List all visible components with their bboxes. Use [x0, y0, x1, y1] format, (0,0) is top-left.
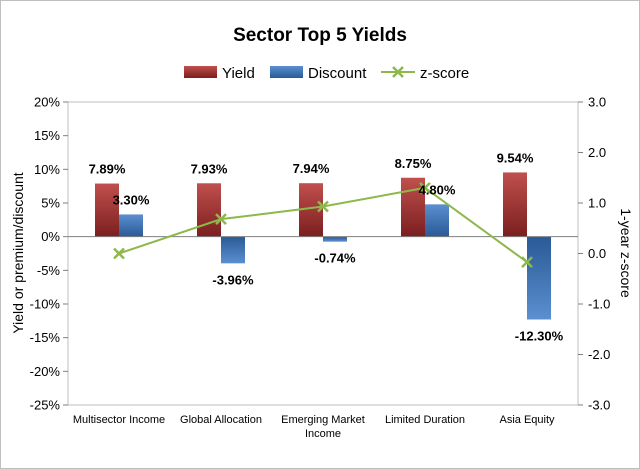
- bar-discount: [221, 236, 245, 264]
- y-tick-label: 5%: [41, 196, 60, 211]
- legend-label-zscore: z-score: [420, 65, 469, 82]
- y-tick-label: 20%: [34, 95, 60, 110]
- y2-tick-label: 2.0: [588, 145, 606, 160]
- data-label-yield: 7.89%: [89, 162, 126, 177]
- zscore-marker: [521, 256, 533, 268]
- legend-marker-zscore: [392, 66, 404, 78]
- legend-item-yield: Yield: [184, 65, 255, 82]
- legend-item-discount: Discount: [270, 65, 367, 82]
- y2-tick-label: 0.0: [588, 246, 606, 261]
- data-label-discount: -3.96%: [212, 272, 254, 287]
- data-label-yield: 7.93%: [191, 161, 228, 176]
- x-category-label: Global Allocation: [180, 414, 262, 426]
- zscore-marker: [113, 247, 125, 260]
- data-label-yield: 7.94%: [293, 161, 330, 176]
- legend: Yield Discount z-score: [184, 65, 469, 82]
- y-tick-label: -25%: [30, 398, 61, 413]
- data-label-discount: -12.30%: [515, 328, 564, 343]
- data-label-discount: 3.30%: [113, 192, 150, 207]
- x-category-label: Limited Duration: [385, 414, 465, 426]
- y-tick-label: 15%: [34, 128, 60, 143]
- y-tick-label: -5%: [37, 263, 61, 278]
- y-axis-title: Yield or premium/discount: [10, 172, 26, 333]
- x-category-label: Asia Equity: [499, 414, 555, 426]
- zscore-marker: [317, 200, 329, 213]
- zscore-marker: [215, 213, 227, 226]
- plot-area: 20% 15% 10% 5% 0% -5% -10% -15% -20% -25% 3.0 2.0 1.…: [30, 95, 611, 441]
- bar-discount: [323, 236, 347, 242]
- y-tick-label: -15%: [30, 330, 61, 345]
- data-label-yield: 9.54%: [497, 150, 534, 165]
- data-label-discount: -0.74%: [314, 251, 356, 266]
- legend-label-discount: Discount: [308, 65, 367, 82]
- bar-yield: [95, 183, 119, 237]
- y2-tick-label: -2.0: [588, 347, 610, 362]
- y2-axis-title: 1-year z-score: [618, 208, 634, 298]
- bar-discount: [425, 204, 449, 237]
- bar-yield: [197, 183, 221, 237]
- y2-tick-label: -3.0: [588, 398, 610, 413]
- x-category-label: Multisector Income: [73, 414, 165, 426]
- y-tick-label: -20%: [30, 364, 61, 379]
- y-tick-label: -10%: [30, 297, 61, 312]
- legend-label-yield: Yield: [222, 65, 255, 82]
- data-label-discount: 4.80%: [419, 182, 456, 197]
- chart-title: Sector Top 5 Yields: [233, 25, 407, 46]
- legend-swatch-yield: [184, 66, 217, 78]
- legend-item-zscore: z-score: [381, 65, 469, 82]
- legend-swatch-discount: [270, 66, 303, 78]
- y-tick-label: 0%: [41, 229, 60, 244]
- zscore-marker: [419, 181, 431, 194]
- bar-discount: [119, 214, 143, 237]
- y-tick-label: 10%: [34, 162, 60, 177]
- bar-yield: [503, 172, 527, 237]
- y2-tick-label: 1.0: [588, 196, 606, 211]
- x-category-label: Income: [305, 428, 341, 440]
- data-label-yield: 8.75%: [395, 156, 432, 171]
- y2-tick-label: -1.0: [588, 297, 610, 312]
- x-category-label: Emerging Market: [281, 414, 365, 426]
- y2-tick-label: 3.0: [588, 95, 606, 110]
- bar-discount: [527, 236, 551, 320]
